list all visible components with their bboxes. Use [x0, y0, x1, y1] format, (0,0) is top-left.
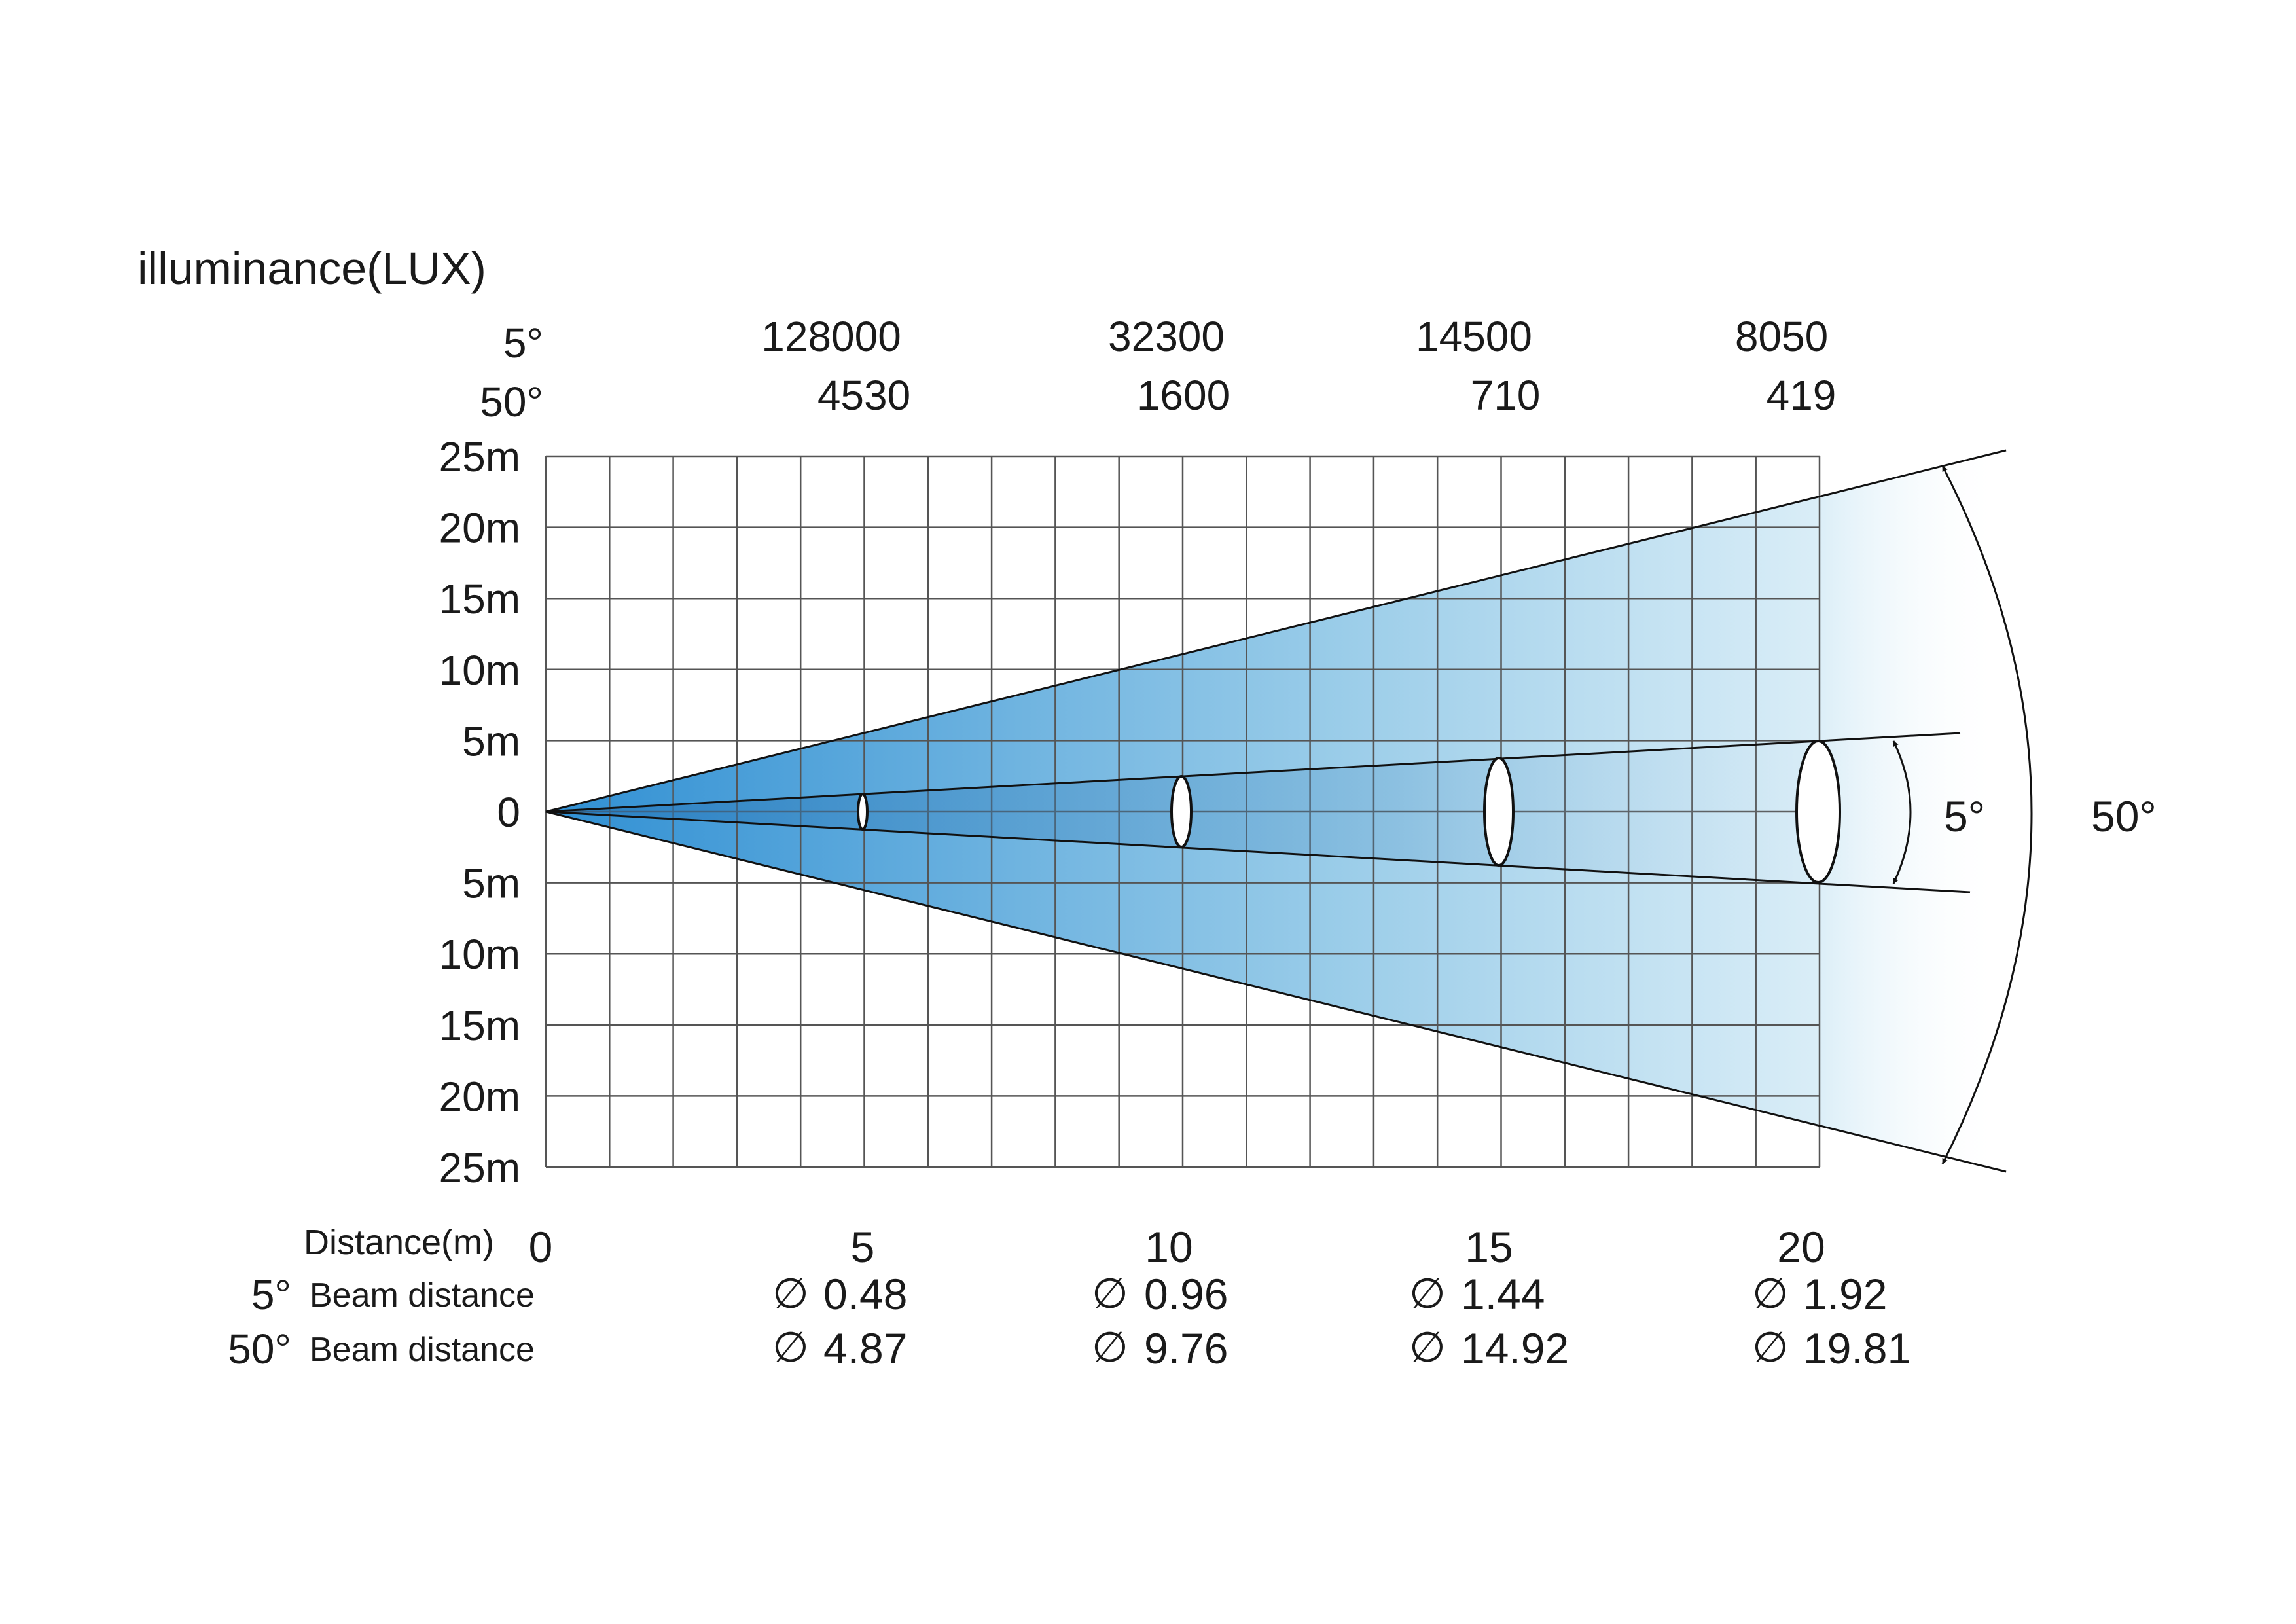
diameter-symbol: ∅ — [1092, 1270, 1128, 1317]
beam-spot-15m — [1483, 757, 1515, 867]
diameter-symbol: ∅ — [1409, 1324, 1446, 1371]
diameter-symbol: ∅ — [1752, 1324, 1789, 1371]
beam-50-diameter-5m: 4.87 — [823, 1324, 907, 1373]
lux-50-at-15m: 710 — [1471, 372, 1541, 419]
distance-label: Distance(m) — [304, 1223, 494, 1262]
beam-5-diameter-20m: 1.92 — [1803, 1270, 1887, 1318]
lux-5-at-10m: 32300 — [1108, 313, 1225, 360]
beam-edges — [545, 449, 2007, 1173]
beam-50-diameter-15m: 14.92 — [1461, 1324, 1569, 1373]
diameter-symbol: ∅ — [1409, 1270, 1446, 1317]
narrow-beam-fill — [546, 733, 1964, 892]
y-axis-label: 25m — [439, 1144, 521, 1191]
narrow-beam-lower-edge — [545, 810, 1971, 893]
diameter-symbol: ∅ — [1752, 1270, 1789, 1317]
lux-5-at-20m: 8050 — [1735, 313, 1828, 360]
wide-beam-upper-edge — [545, 449, 2007, 813]
beam-5-diameter-5m: 0.48 — [823, 1270, 907, 1318]
distance-row: Distance(m) 0 5 10 15 20 — [304, 1223, 1825, 1271]
lux-row-50-angle: 50° — [480, 378, 543, 425]
beam-50-diameter-20m: 19.81 — [1803, 1324, 1911, 1373]
y-axis-label: 15m — [439, 1002, 521, 1049]
beam-distance-rows: 5° Beam distance 50° Beam distance ∅ ∅ ∅… — [228, 1270, 1911, 1373]
lux-50-at-10m: 1600 — [1137, 372, 1230, 419]
narrow-angle-label: 5° — [1944, 792, 1985, 840]
lux-values: 5° 128000 32300 14500 8050 50° 4530 1600… — [480, 313, 1836, 425]
distance-10: 10 — [1145, 1223, 1193, 1271]
beam-row-5-label: Beam distance — [310, 1276, 535, 1314]
y-axis-label: 10m — [439, 931, 521, 978]
distance-5: 5 — [851, 1223, 875, 1271]
narrow-beam-upper-edge — [545, 732, 1961, 813]
narrow-angle-arc — [1892, 740, 1912, 884]
beam-spot-20m — [1795, 740, 1841, 884]
beam-row-5-angle: 5° — [251, 1271, 291, 1318]
y-axis-labels: 25m 20m 15m 10m 5m 0 5m 10m 15m 20m 25m — [439, 433, 521, 1191]
beam-5-diameter-10m: 0.96 — [1144, 1270, 1228, 1318]
diameter-symbol: ∅ — [772, 1324, 809, 1371]
wide-angle-arc — [1941, 465, 2033, 1164]
beam-5-diameter-15m: 1.44 — [1461, 1270, 1545, 1318]
lux-50-at-5m: 4530 — [817, 372, 910, 419]
beam-50-diameter-10m: 9.76 — [1144, 1324, 1228, 1373]
distance-20: 20 — [1777, 1223, 1825, 1271]
beam-spots — [857, 740, 1841, 884]
chart-title: illuminance(LUX) — [137, 243, 486, 294]
distance-0: 0 — [529, 1223, 553, 1271]
beam-row-50-angle: 50° — [228, 1326, 291, 1373]
beam-spot-10m — [1170, 775, 1193, 848]
y-axis-label: 20m — [439, 1073, 521, 1120]
lux-5-at-15m: 14500 — [1416, 313, 1532, 360]
diameter-symbol: ∅ — [1092, 1324, 1128, 1371]
beam-spot-5m — [857, 793, 869, 831]
lux-50-at-20m: 419 — [1767, 372, 1837, 419]
distance-15: 15 — [1465, 1223, 1513, 1271]
y-axis-label: 0 — [497, 789, 520, 836]
y-axis-label: 5m — [462, 860, 520, 907]
y-axis-label: 10m — [439, 647, 521, 694]
wide-beam-lower-edge — [545, 810, 2007, 1173]
lux-row-5-angle: 5° — [503, 319, 543, 367]
wide-angle-label: 50° — [2091, 792, 2157, 840]
y-axis-label: 25m — [439, 433, 521, 480]
y-axis-label: 5m — [462, 717, 520, 765]
diameter-symbol: ∅ — [772, 1270, 809, 1317]
beam-row-50-label: Beam distance — [310, 1331, 535, 1369]
lux-5-at-5m: 128000 — [761, 313, 901, 360]
y-axis-label: 15m — [439, 575, 521, 623]
y-axis-label: 20m — [439, 505, 521, 552]
